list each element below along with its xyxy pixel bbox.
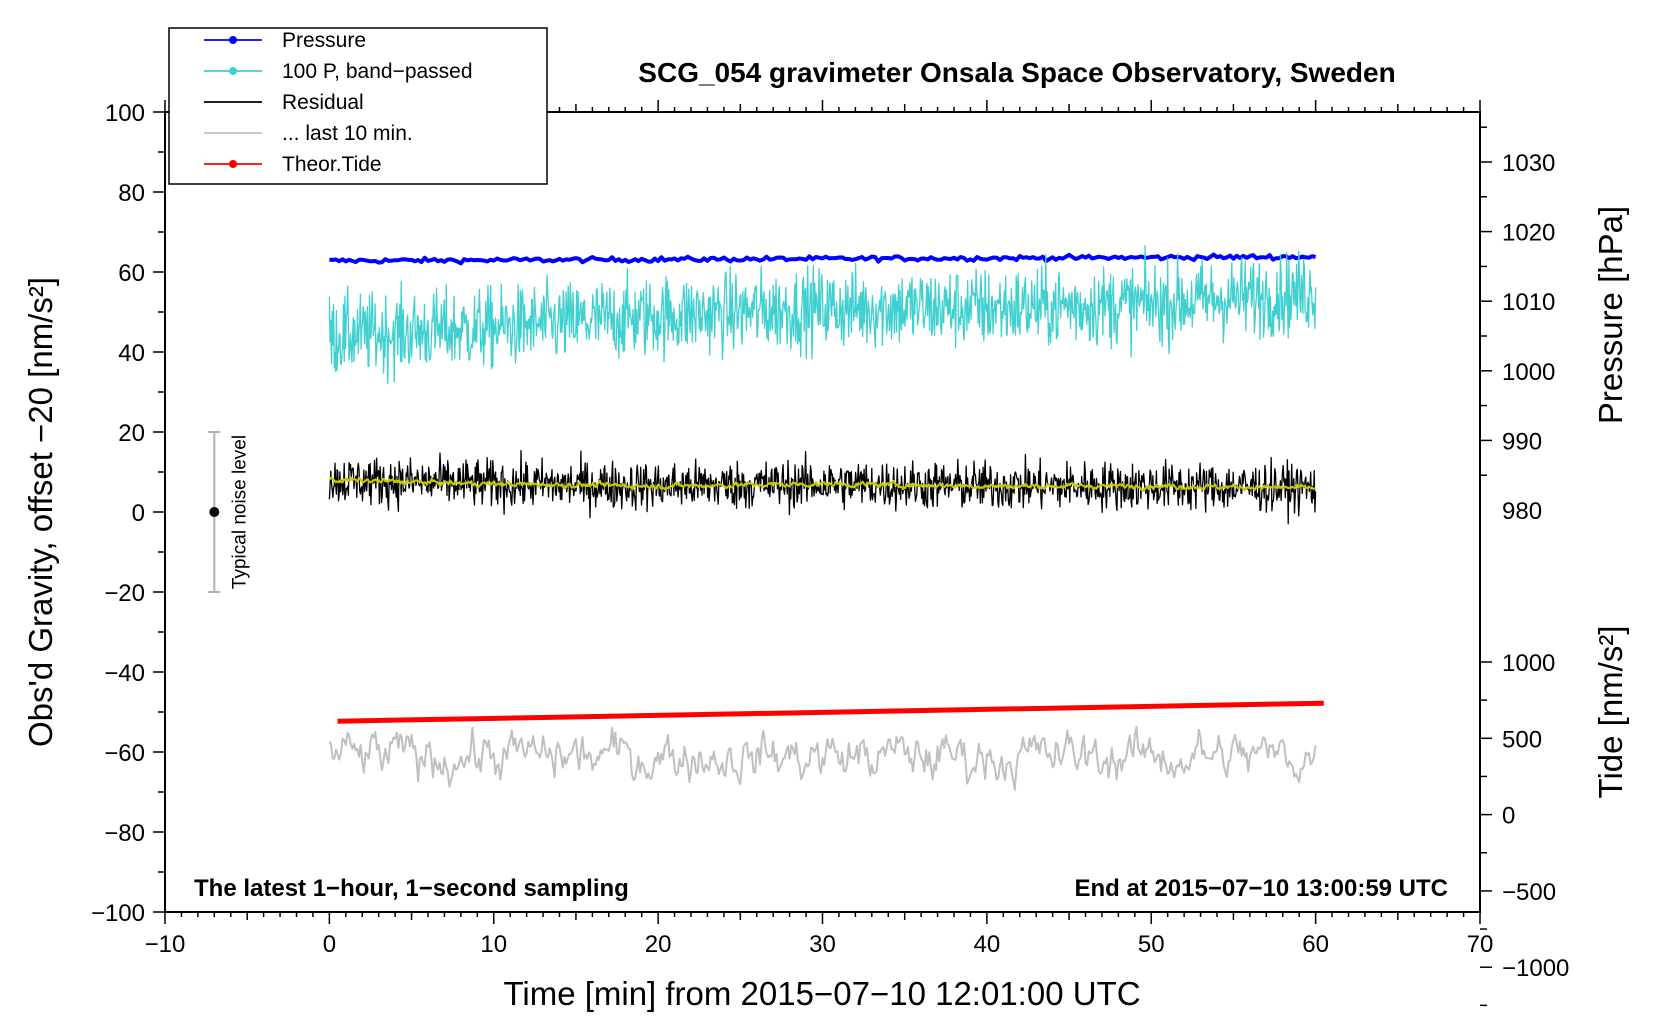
tide-tick-label: 500 (1502, 726, 1542, 753)
legend-label: Residual (282, 91, 364, 114)
tide-tick-label: −1000 (1502, 955, 1569, 982)
x-axis-title: Time [min] from 2015−07−10 12:01:00 UTC (503, 975, 1140, 1012)
y-tick-label: −60 (104, 740, 145, 767)
axis-ticks (153, 100, 1492, 1007)
legend-marker (229, 67, 237, 75)
x-tick-label: 70 (1467, 931, 1494, 958)
legend-box (168, 27, 548, 185)
series-line-theor-tide (337, 700, 1324, 724)
pressure-tick-label: 990 (1502, 428, 1542, 455)
series-line-residual-smoothed (328, 476, 1316, 492)
legend-label: Pressure (282, 29, 366, 52)
series-line-last-10-min (328, 725, 1317, 791)
annotation-sampling: The latest 1−hour, 1−second sampling (194, 875, 629, 902)
pressure-tick-label: 1020 (1502, 220, 1555, 247)
y-tick-label: 20 (118, 420, 145, 447)
annotation-end-time: End at 2015−07−10 13:00:59 UTC (1074, 875, 1448, 902)
legend-label: ... last 10 min. (282, 122, 413, 145)
x-tick-labels: −10 0 10 20 30 40 50 60 70 (145, 931, 1494, 958)
noise-bar-label: Typical noise level (229, 435, 250, 589)
series-line-pressure (329, 252, 1317, 266)
y-tick-labels: 100 80 60 40 20 0 −20 −40 −60 −80 −100 (91, 100, 145, 927)
y-tick-label: 60 (118, 260, 145, 287)
y-tick-label: 80 (118, 180, 145, 207)
chart-title: SCG_054 gravimeter Onsala Space Observat… (638, 57, 1395, 88)
y-tick-label: −40 (104, 660, 145, 687)
series-line-residual (328, 449, 1317, 525)
legend-entries: Pressure 100 P, band−passed Residual ... la… (204, 29, 473, 176)
tide-tick-label: 0 (1502, 803, 1515, 830)
y-tick-label: 100 (105, 100, 145, 127)
pressure-tick-label: 1000 (1502, 359, 1555, 386)
x-tick-label: −10 (145, 931, 186, 958)
legend: Pressure 100 P, band−passed Residual ... la… (168, 27, 548, 185)
y-axis-title-pressure: Pressure [hPa] (1592, 206, 1629, 424)
y-tick-label: 40 (118, 340, 145, 367)
legend-marker (229, 36, 237, 44)
x-tick-label: 60 (1302, 931, 1329, 958)
y-axis-title-tide: Tide [nm/s²] (1592, 626, 1629, 799)
x-tick-label: 20 (645, 931, 672, 958)
noise-bar-dot (209, 507, 220, 517)
y-tick-label: −100 (91, 900, 145, 927)
y-tick-label: −80 (104, 820, 145, 847)
tide-tick-label: 1000 (1502, 650, 1555, 677)
pressure-tick-label: 980 (1502, 498, 1542, 525)
legend-marker (229, 160, 237, 168)
legend-label: Theor.Tide (282, 153, 382, 176)
x-tick-label: 40 (974, 931, 1001, 958)
tide-tick-label: −500 (1502, 879, 1556, 906)
noise-bar: Typical noise level (208, 431, 250, 593)
pressure-tick-label: 1010 (1502, 289, 1555, 316)
series-layer (328, 245, 1324, 791)
plot-frame (164, 111, 1481, 913)
legend-label: 100 P, band−passed (282, 60, 473, 83)
x-tick-label: 0 (323, 931, 336, 958)
y-axis-title-left: Obs'd Gravity, offset −20 [nm/s²] (22, 277, 59, 747)
series-line-100-p-band-passed (328, 245, 1317, 384)
y-tick-label: −20 (104, 580, 145, 607)
x-tick-label: 50 (1138, 931, 1165, 958)
x-tick-label: 10 (480, 931, 507, 958)
pressure-tick-label: 1030 (1502, 150, 1555, 177)
x-tick-label: 30 (809, 931, 836, 958)
pressure-tick-labels: 1030 1020 1010 1000 990 980 (1502, 150, 1555, 525)
y-tick-label: 0 (132, 500, 145, 527)
